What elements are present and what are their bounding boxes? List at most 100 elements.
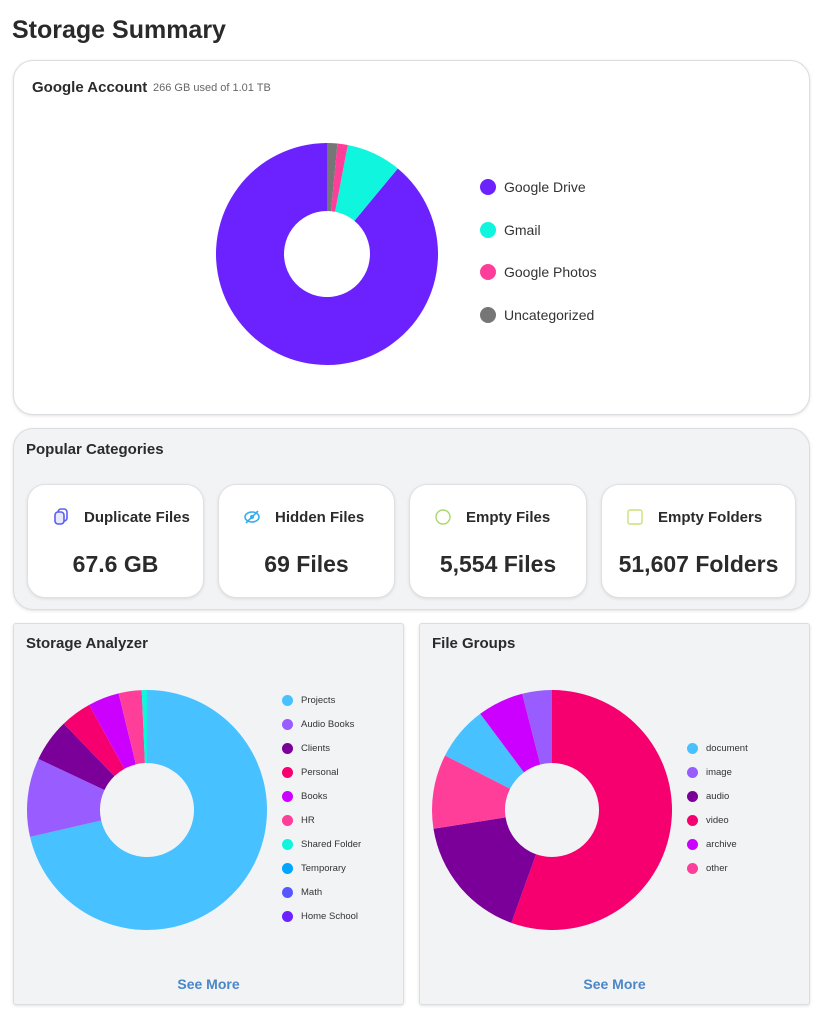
legend-dot-icon [687, 863, 698, 874]
legend-item-home-school[interactable]: Home School [282, 911, 358, 922]
slice-personal[interactable] [63, 704, 125, 777]
legend-item-gmail[interactable]: Gmail [480, 221, 541, 238]
legend-item-archive[interactable]: archive [687, 839, 737, 850]
legend-dot-icon [282, 815, 293, 826]
legend-label: Gmail [504, 221, 541, 238]
legend-item-document[interactable]: document [687, 743, 748, 754]
slice-gmail[interactable] [335, 144, 398, 221]
google-account-card: Google Account 266 GB used of 1.01 TB Go… [13, 60, 810, 415]
slice-hr[interactable] [118, 690, 145, 765]
legend-dot-icon [282, 743, 293, 754]
slice-video[interactable] [511, 690, 672, 930]
tile-label: Hidden Files [275, 509, 365, 526]
tile-empty-files[interactable]: Empty Files 5,554 Files [409, 484, 587, 598]
square-icon [621, 503, 648, 530]
legend-item-google-drive[interactable]: Google Drive [480, 179, 586, 195]
legend-dot-icon [282, 911, 293, 922]
legend-label: archive [706, 839, 737, 850]
legend-label: Google Drive [504, 179, 586, 195]
legend-label: Temporary [301, 863, 346, 874]
copy-icon [47, 503, 74, 530]
legend-label: Books [301, 791, 328, 802]
legend-dot-icon [480, 179, 496, 195]
slice-archive[interactable] [480, 693, 541, 773]
legend-label: Personal [301, 767, 339, 778]
legend-item-audio-books[interactable]: Audio Books [282, 719, 354, 730]
legend-dot-icon [282, 887, 293, 898]
tile-empty-folders[interactable]: Empty Folders 51,607 Folders [601, 484, 796, 598]
legend-label: audio [706, 791, 730, 802]
legend-item-image[interactable]: image [687, 767, 732, 778]
popular-categories-card: Popular Categories Duplicate Files 67.6 … [13, 428, 810, 610]
legend-label: Uncategorized [504, 306, 595, 323]
legend-label: Math [301, 887, 323, 898]
legend-dot-icon [687, 743, 698, 754]
slice-uncategorized[interactable] [327, 143, 338, 212]
card-title: Google Account [32, 79, 148, 96]
legend-item-video[interactable]: video [687, 815, 729, 826]
slice-image[interactable] [522, 690, 552, 765]
legend-dot-icon [282, 863, 293, 874]
tile-label: Duplicate Files [84, 509, 190, 526]
legend-label: Home School [301, 911, 359, 922]
legend-dot-icon [687, 839, 698, 850]
file-groups-donut [432, 690, 672, 930]
card-title: Storage Analyzer [26, 635, 148, 652]
legend-dot-icon [282, 695, 293, 706]
legend-dot-icon [282, 839, 293, 850]
slice-audio[interactable] [433, 817, 537, 923]
legend-label: Google Photos [504, 264, 597, 280]
legend-label: video [706, 815, 729, 826]
legend-item-shared-folder[interactable]: Shared Folder [282, 839, 361, 850]
storage-analyzer-card: Storage Analyzer Projects Audio Books Clie… [13, 623, 404, 1005]
slice-document[interactable] [445, 713, 524, 789]
legend-label: image [706, 767, 732, 778]
tile-hidden-files[interactable]: Hidden Files 69 Files [218, 484, 395, 598]
legend-item-temporary[interactable]: Temporary [282, 863, 346, 874]
card-title: Popular Categories [26, 441, 164, 458]
legend-item-clients[interactable]: Clients [282, 743, 330, 754]
eye-slash-icon [238, 503, 265, 530]
legend-label: document [706, 743, 748, 754]
circle-icon [429, 503, 456, 530]
legend-item-projects[interactable]: Projects [282, 695, 335, 706]
legend-item-math[interactable]: Math [282, 887, 322, 898]
tile-value: 67.6 GB [72, 551, 159, 577]
file-groups-card: File Groups document image audio video archi… [419, 623, 810, 1005]
legend-item-books[interactable]: Books [282, 791, 327, 802]
see-more-link[interactable]: See More [177, 976, 240, 992]
slice-shared-folder[interactable] [141, 690, 147, 764]
legend-dot-icon [282, 791, 293, 802]
legend-dot-icon [687, 767, 698, 778]
slice-google-photos[interactable] [331, 143, 348, 212]
legend-dot-icon [687, 791, 698, 802]
slice-projects[interactable] [30, 690, 267, 930]
legend-label: Audio Books [301, 719, 355, 730]
legend-label: Clients [301, 743, 331, 754]
legend-dot-icon [480, 221, 496, 238]
slice-other[interactable] [432, 755, 511, 829]
tile-duplicate-files[interactable]: Duplicate Files 67.6 GB [27, 484, 204, 598]
slice-audio-books[interactable] [26, 758, 105, 837]
legend-label: Shared Folder [301, 839, 362, 850]
slice-google-drive[interactable] [216, 143, 438, 365]
tile-value: 69 Files [264, 551, 349, 577]
legend-dot-icon [282, 719, 293, 730]
legend-label: other [706, 863, 728, 874]
legend-label: Projects [301, 695, 336, 706]
tile-value: 51,607 Folders [618, 551, 779, 577]
see-more-link[interactable]: See More [583, 976, 646, 992]
usage-text: 266 GB used of 1.01 TB [153, 82, 271, 94]
page-title: Storage Summary [12, 16, 226, 44]
storage-analyzer-donut [26, 690, 267, 930]
slice-clients[interactable] [38, 723, 115, 790]
legend-item-google-photos[interactable]: Google Photos [480, 264, 597, 280]
legend-item-other[interactable]: other [687, 863, 728, 874]
legend-item-personal[interactable]: Personal [282, 767, 339, 778]
legend-item-hr[interactable]: HR [282, 815, 315, 826]
slice-books[interactable] [89, 693, 136, 769]
card-title: File Groups [432, 635, 516, 652]
legend-item-uncategorized[interactable]: Uncategorized [480, 306, 595, 323]
legend-label: HR [301, 815, 315, 826]
legend-item-audio[interactable]: audio [687, 791, 729, 802]
